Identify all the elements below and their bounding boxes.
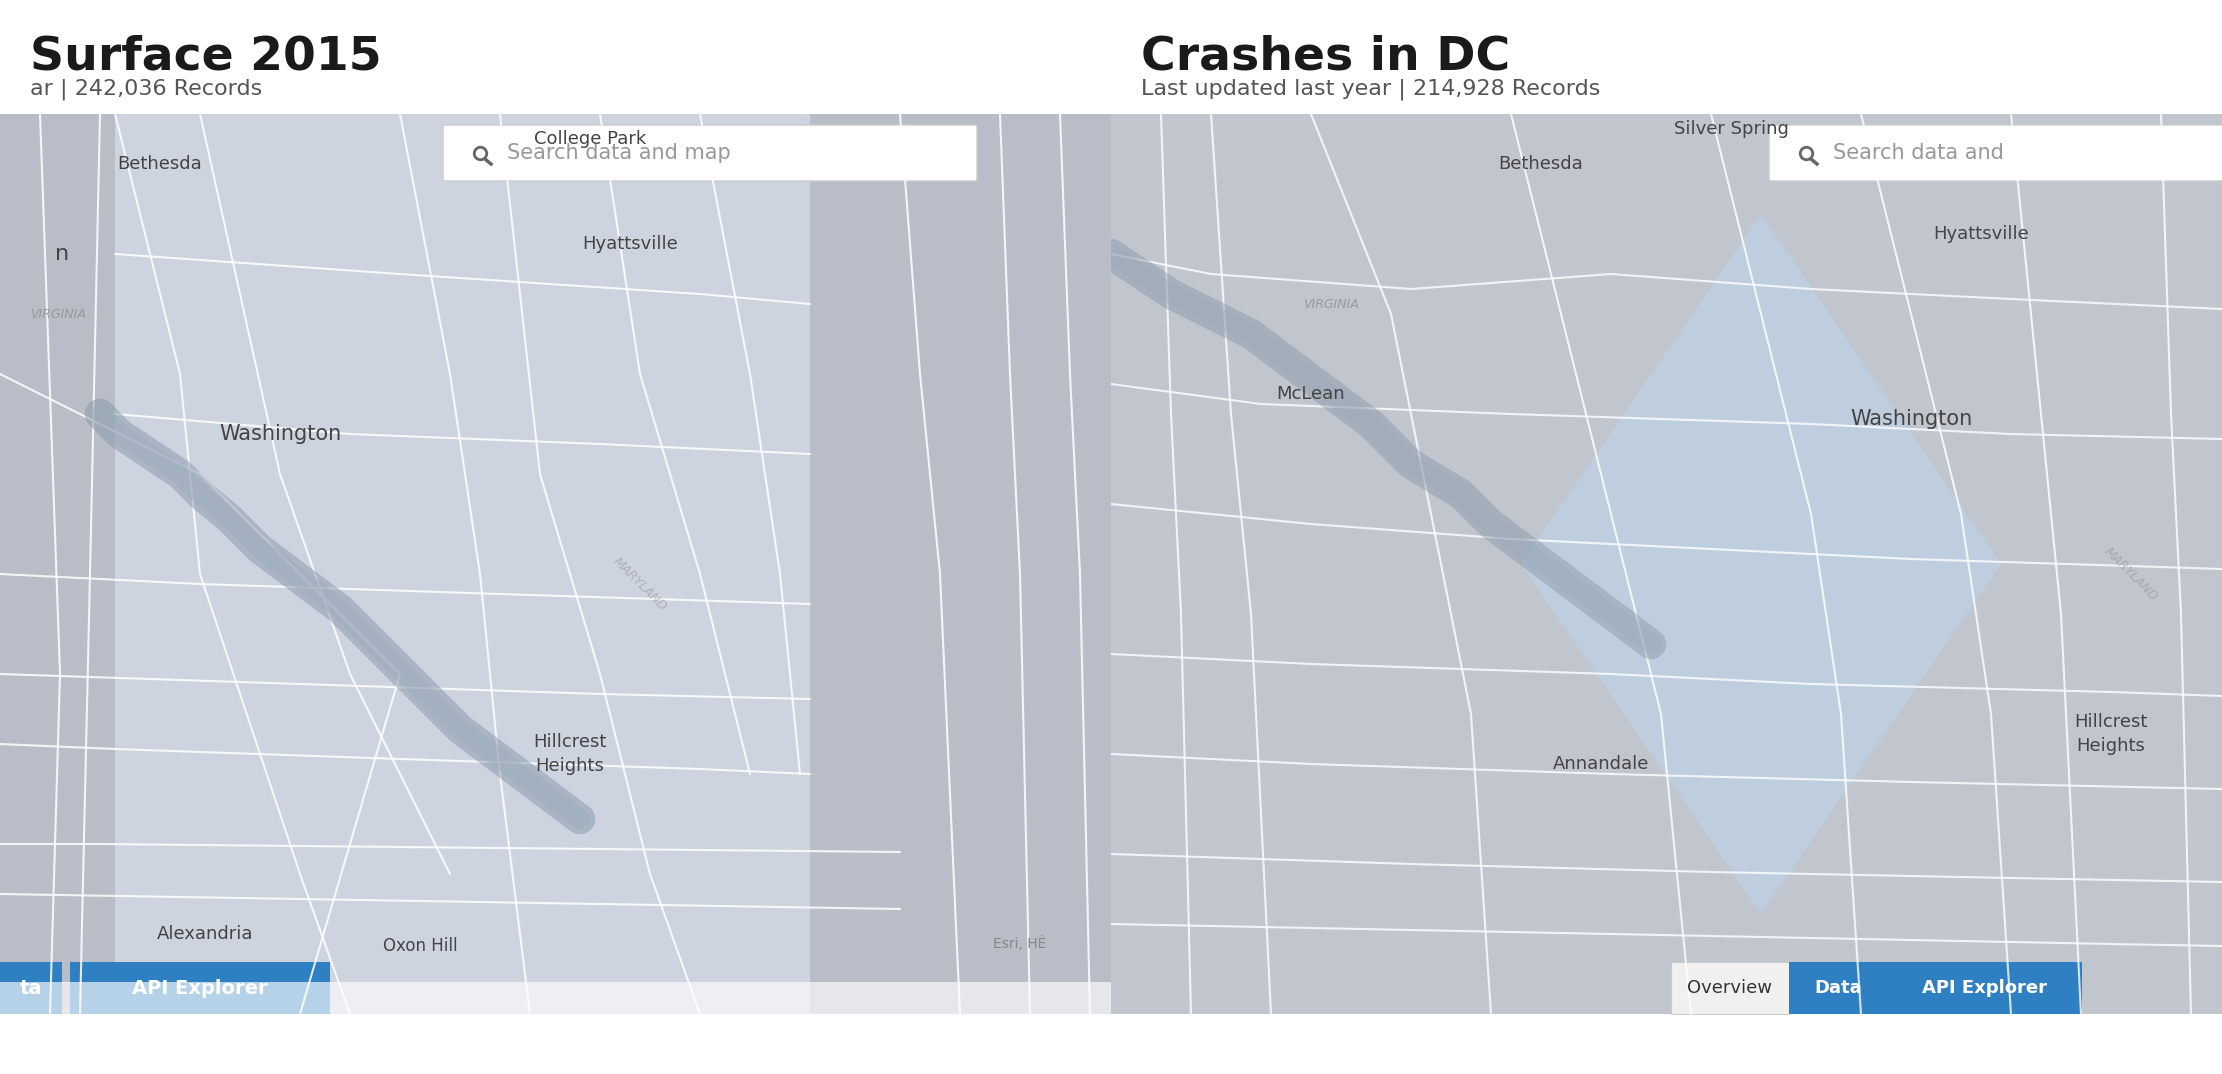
Text: Hyattsville: Hyattsville [582,235,678,253]
Text: ta: ta [20,978,42,998]
Text: Overview: Overview [1686,979,1773,997]
Bar [71,962,331,1014]
Text: n: n [56,244,69,264]
Text: Annandale: Annandale [1553,755,1649,773]
Text: API Explorer: API Explorer [131,978,269,998]
Bar [1671,962,1789,1014]
Text: Search data and: Search data and [1833,143,2004,163]
Text: MARYLAND: MARYLAND [2102,545,2160,604]
Bar [0,114,1111,1014]
Text: VIRGINIA: VIRGINIA [31,307,87,320]
Text: Last updated last year | 214,928 Records: Last updated last year | 214,928 Records [1142,79,1600,101]
Text: Search data and map: Search data and map [507,143,731,163]
Text: Data: Data [1813,979,1862,997]
Bar [0,982,1111,1014]
Text: Hillcrest
Heights: Hillcrest Heights [2075,713,2149,755]
Text: McLean: McLean [1278,384,1344,403]
Text: Washington: Washington [1851,409,1973,429]
Text: Surface 2015: Surface 2015 [31,34,382,79]
Text: ar | 242,036 Records: ar | 242,036 Records [31,79,262,101]
Bar [0,114,116,1014]
Text: College Park: College Park [533,130,647,148]
Bar [1789,962,1886,1014]
Text: Alexandria: Alexandria [158,925,253,943]
Text: VIRGINIA: VIRGINIA [1302,297,1360,310]
Text: Oxon Hill: Oxon Hill [382,937,458,955]
Bar [0,962,62,1014]
Text: Silver Spring: Silver Spring [1673,120,1789,137]
Text: MARYLAND: MARYLAND [611,554,669,613]
Text: Hillcrest
Heights: Hillcrest Heights [533,734,607,774]
FancyBboxPatch shape [1769,125,2222,182]
Bar [1111,114,2222,1014]
Text: Bethesda: Bethesda [118,155,202,173]
Polygon shape [1522,214,2002,914]
Text: Crashes in DC: Crashes in DC [1142,34,1511,79]
Text: API Explorer: API Explorer [1922,979,2046,997]
Bar [1886,962,2082,1014]
Text: Bethesda: Bethesda [1498,155,1584,173]
FancyBboxPatch shape [442,125,978,182]
Text: Esri, HЀ: Esri, HЀ [993,937,1047,952]
Text: Washington: Washington [220,424,342,444]
Bar [811,114,1111,1014]
Text: Hyattsville: Hyattsville [1933,224,2029,243]
Bar [116,114,811,1014]
